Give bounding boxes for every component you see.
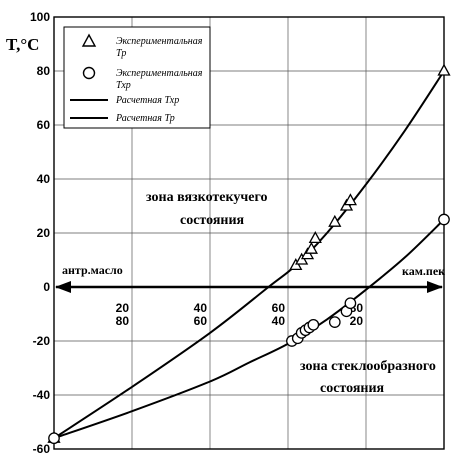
x-axis-right-label: кам.пек [402, 264, 445, 278]
legend-label-line2: Тр [116, 48, 126, 59]
y-tick-label: 20 [37, 226, 51, 240]
composition-tick-top: 40 [194, 301, 208, 315]
y-axis-ticks: -60 -40 -20 0 20 40 60 80 100 [30, 10, 50, 456]
markers [47, 63, 451, 445]
triangle-point [437, 63, 451, 76]
zero-axis [55, 281, 443, 293]
y-tick-label: -40 [33, 388, 51, 402]
triangle-point [308, 231, 322, 244]
plot-frame [53, 16, 445, 450]
legend-label: Экспериментальная [116, 68, 203, 79]
zone-upper-label-line1: зона вязкотекучего [146, 190, 267, 205]
circle-point [328, 316, 341, 328]
circle-point [438, 213, 450, 226]
y-axis-label: T,°C [6, 35, 39, 54]
composition-tick-bottom: 80 [116, 314, 130, 328]
y-tick-label: 40 [37, 172, 51, 186]
zone-lower-label-line1: зона стеклообразного [300, 359, 436, 374]
circle-point [307, 318, 320, 331]
y-tick-label: 60 [37, 118, 51, 132]
zone-upper-label-line2: состояния [180, 213, 245, 228]
legend-triangle-icon [81, 33, 97, 47]
zone-lower-label-line2: состояния [320, 381, 385, 396]
legend: ЭкспериментальнаяТрЭкспериментальнаяТхрР… [63, 26, 211, 129]
y-tick-label: 0 [43, 280, 50, 294]
triangle-point [328, 214, 342, 227]
composition-tick-bottom: 20 [350, 314, 364, 328]
circle-point [48, 432, 60, 445]
triangle-point [304, 241, 318, 254]
legend-circle-icon [82, 66, 96, 80]
composition-tick-bottom: 40 [272, 314, 286, 328]
x-axis-left-label: антр.масло [62, 263, 123, 277]
left-arrowhead [55, 281, 71, 293]
right-arrowhead [427, 281, 443, 293]
legend-label: Расчетная Тр [115, 113, 175, 124]
triangle-point [343, 193, 357, 206]
legend-label: Экспериментальная [116, 36, 203, 47]
composition-tick-top: 20 [116, 301, 130, 315]
y-tick-label: 100 [30, 10, 50, 24]
y-tick-label: -20 [33, 334, 51, 348]
y-tick-label: -60 [33, 442, 51, 456]
series-line [53, 218, 445, 440]
legend-label: Расчетная Тхр [115, 95, 179, 106]
legend-label-line2: Тхр [116, 80, 131, 91]
y-tick-label: 80 [37, 64, 51, 78]
composition-tick-bottom: 60 [194, 314, 208, 328]
composition-tick-top: 60 [272, 301, 286, 315]
circle-point [344, 297, 357, 310]
